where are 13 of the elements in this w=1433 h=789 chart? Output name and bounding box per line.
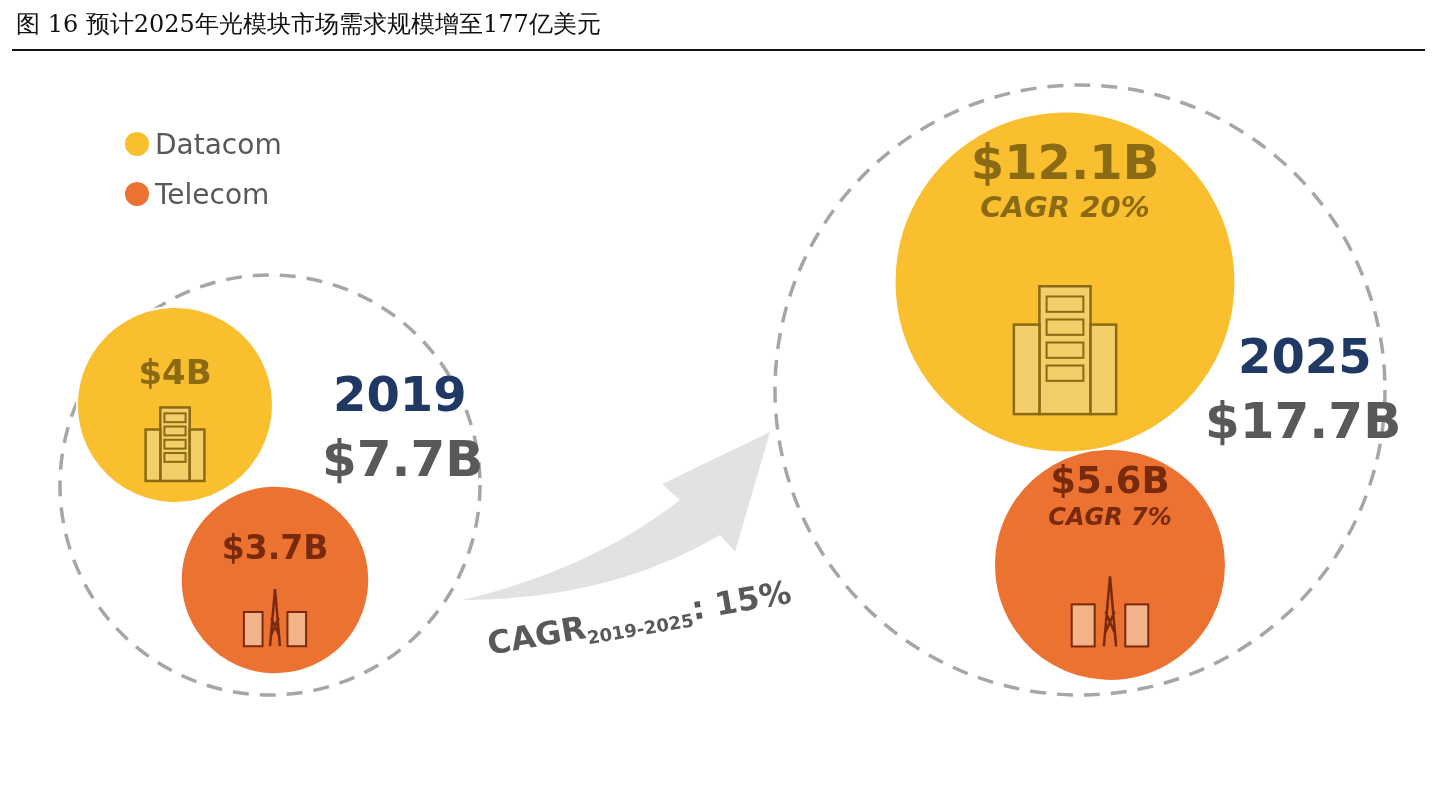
- legend-label: Datacom: [155, 127, 282, 161]
- text: CAGR 20%: [980, 189, 1150, 224]
- legend-label: Telecom: [154, 177, 270, 211]
- data-label: $4B: [138, 351, 212, 392]
- data-label: $3.7B: [221, 528, 329, 568]
- text: $7.7B: [322, 430, 484, 488]
- text: $17.7B: [1205, 392, 1402, 450]
- text: 图 16 预计2025年光模块市场需求规模增至177亿美元: [16, 10, 601, 38]
- data-label: $12.1B: [970, 134, 1160, 191]
- data-label: $5.6B: [1050, 458, 1170, 502]
- text: CAGR 7%: [1048, 502, 1172, 531]
- category-label: 2025: [1238, 328, 1372, 384]
- category-label: 2019: [333, 366, 467, 422]
